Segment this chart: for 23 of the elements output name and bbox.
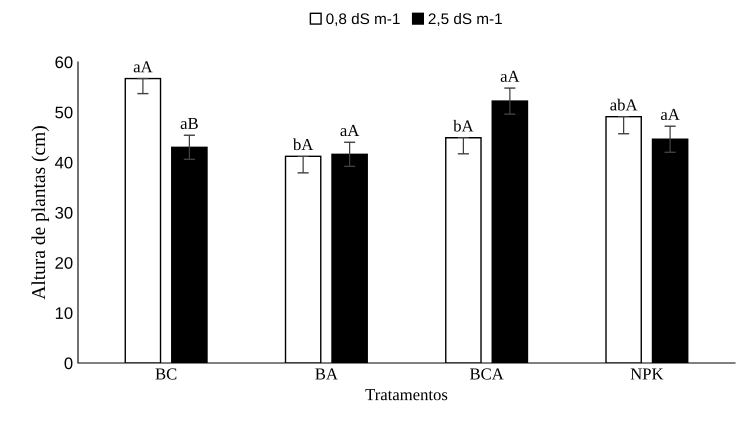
data-label: aB [180, 118, 198, 130]
y-tick-label: 0 [64, 357, 72, 370]
data-label: bA [292, 138, 314, 150]
y-tick-label: 20 [55, 257, 72, 269]
legend-label: 0,8 dS m-1 [326, 12, 400, 26]
x-tick-label: NPK [630, 368, 664, 380]
data-label: aA [660, 108, 680, 120]
y-tick-label: 40 [54, 156, 72, 169]
data-label: bA [453, 120, 474, 132]
x-tick-label: BA [315, 368, 338, 380]
data-label: aA [134, 61, 152, 72]
y-tick-label: 60 [55, 56, 72, 68]
data-label: aA [340, 124, 360, 136]
y-axis-title: Altura de plantas (cm) [31, 126, 50, 300]
y-tick-label: 30 [55, 206, 72, 219]
legend-label: 2,5 dS m-1 [428, 12, 502, 26]
x-tick-label: BC [155, 368, 176, 380]
data-label: aA [500, 70, 520, 82]
x-axis-title: Tratamentos [365, 389, 448, 400]
y-tick-label: 10 [56, 307, 72, 320]
y-tick-label: 50 [55, 106, 72, 118]
data-label: abA [610, 98, 638, 111]
x-tick-label: BCA [470, 368, 504, 380]
